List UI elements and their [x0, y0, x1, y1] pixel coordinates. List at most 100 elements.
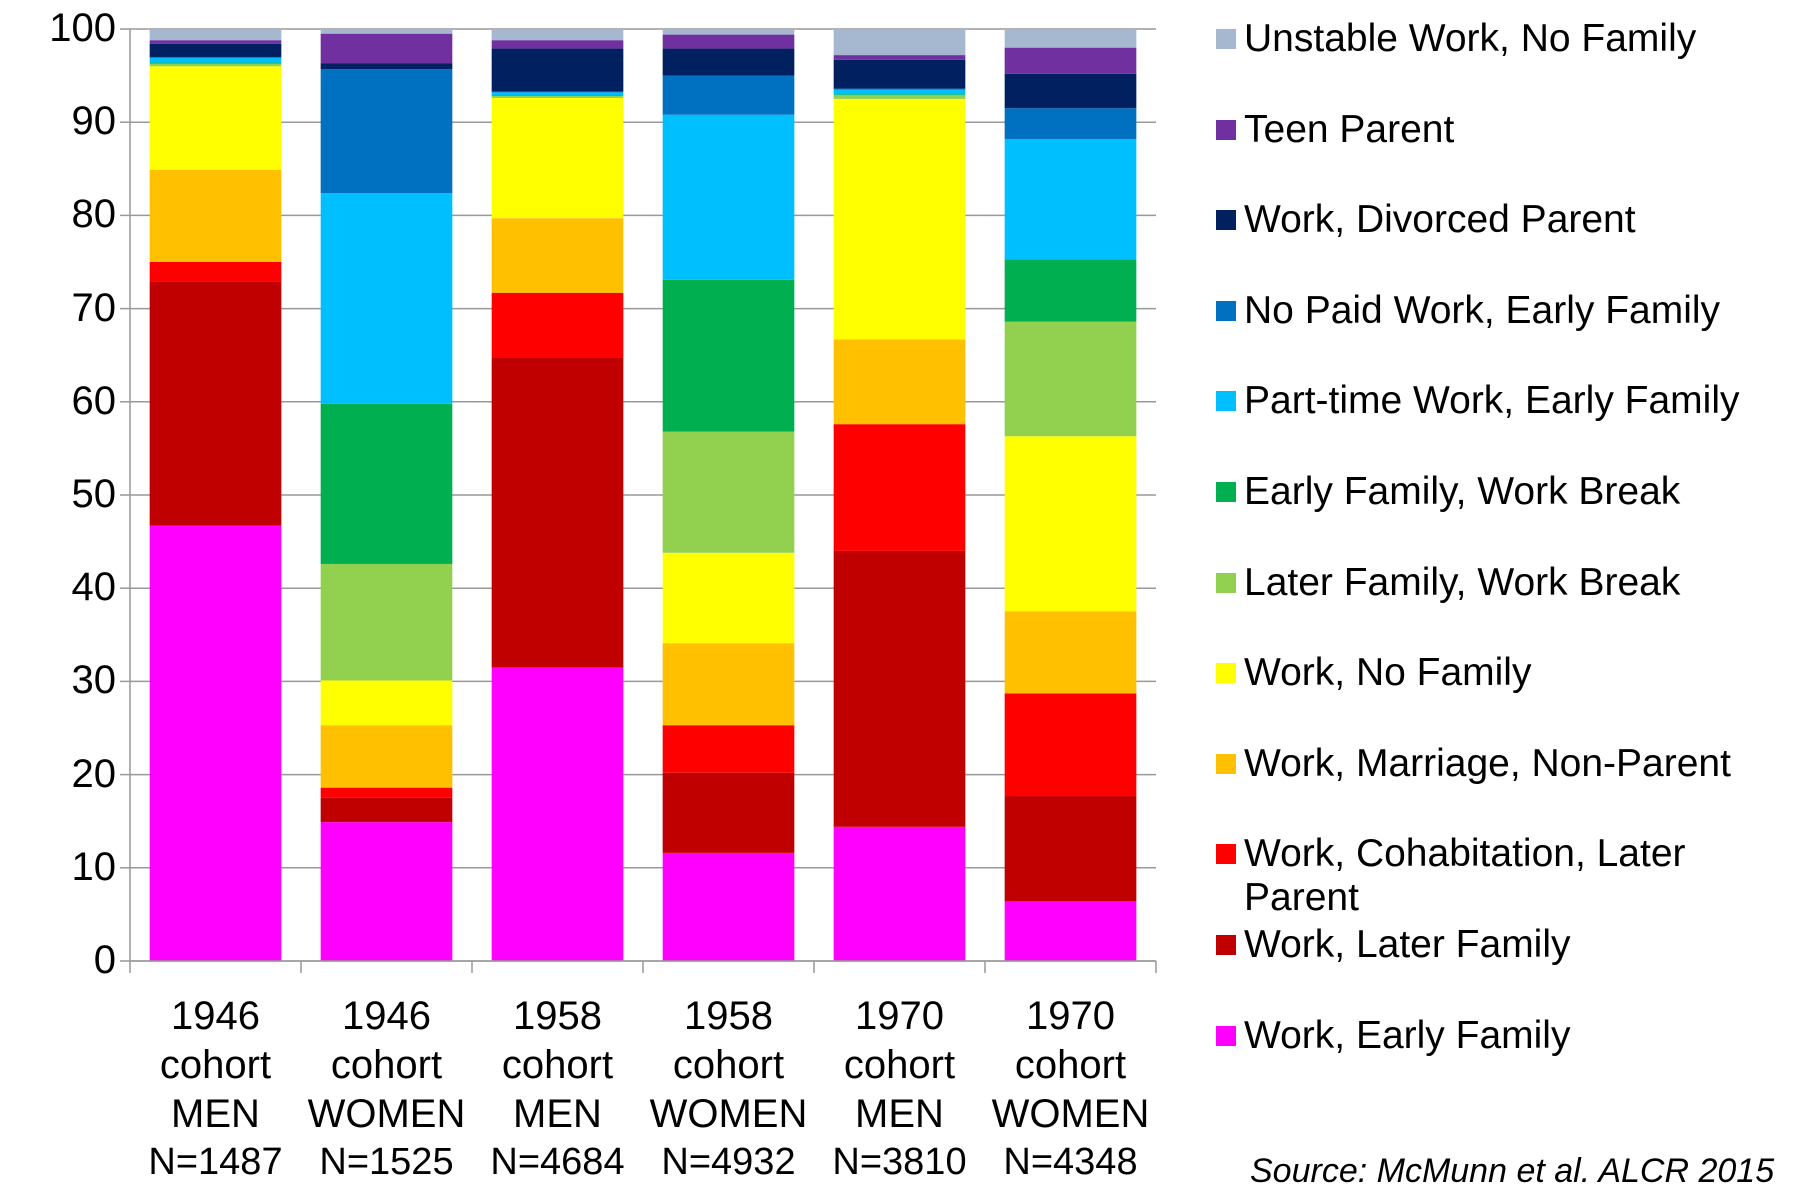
- bar-segment: [320, 680, 453, 726]
- legend-item: Teen Parent: [1216, 108, 1774, 152]
- sample-size: N=1487: [148, 1141, 283, 1183]
- y-tick-label: 70: [71, 285, 117, 330]
- bar-segment: [662, 552, 795, 644]
- legend-item: Work, Early Family: [1216, 1014, 1774, 1058]
- bar-segment: [320, 69, 453, 194]
- y-tick-label: 60: [71, 378, 117, 423]
- bar-segment: [320, 403, 453, 564]
- bar-segment: [1004, 73, 1137, 109]
- sample-size: N=3810: [832, 1141, 967, 1183]
- x-tick-label: 1958 cohort WOMEN: [649, 994, 808, 1136]
- legend-label: Part-time Work, Early Family: [1244, 379, 1740, 423]
- legend-swatch: [1216, 572, 1236, 593]
- legend-item: Work, Marriage, Non-Parent: [1216, 742, 1774, 786]
- bar-segment: [149, 525, 282, 961]
- legend-swatch: [1216, 753, 1236, 774]
- bar-segment: [491, 218, 624, 293]
- legend-item: Part-time Work, Early Family: [1216, 379, 1774, 423]
- legend-label: Later Family, Work Break: [1244, 560, 1681, 604]
- legend-item: No Paid Work, Early Family: [1216, 289, 1774, 333]
- bar-segment: [662, 431, 795, 553]
- y-tick-label: 10: [71, 844, 117, 889]
- bar-segment: [833, 94, 966, 96]
- x-tick-label: 1970 cohort MEN: [843, 994, 956, 1136]
- y-tick-label: 80: [71, 192, 117, 237]
- bar-segment: [320, 822, 453, 961]
- sample-size: N=4348: [1003, 1141, 1138, 1183]
- y-tick-label: 30: [71, 658, 117, 703]
- bar-segment: [491, 97, 624, 219]
- bar-segment: [833, 826, 966, 961]
- legend-label: Work, Early Family: [1244, 1013, 1571, 1057]
- bar-segment: [833, 339, 966, 425]
- bar-segment: [149, 43, 282, 57]
- bar-segment: [491, 29, 624, 41]
- y-tick-label: 100: [49, 6, 116, 50]
- bar-segment: [662, 279, 795, 432]
- y-tick-label: 90: [71, 99, 117, 144]
- bar-segment: [149, 66, 282, 170]
- legend-swatch: [1216, 391, 1236, 412]
- legend-label: Teen Parent: [1244, 107, 1455, 151]
- y-tick-label: 0: [93, 938, 116, 982]
- bar-segment: [833, 55, 966, 60]
- legend-label: Work, Cohabitation, Later Parent: [1244, 832, 1686, 920]
- bar-segment: [320, 797, 453, 823]
- bar-segment: [491, 292, 624, 358]
- legend-swatch: [1216, 844, 1236, 865]
- y-tick-label: 50: [71, 472, 117, 516]
- legend-label: Work, Marriage, Non-Parent: [1244, 741, 1731, 785]
- sample-size: N=4932: [661, 1141, 796, 1183]
- bar-segment: [833, 98, 966, 340]
- bar-segment: [491, 96, 624, 98]
- bar-segment: [1004, 259, 1137, 322]
- bar-segment: [833, 89, 966, 95]
- bar-segment: [662, 725, 795, 773]
- y-tick-label: 40: [71, 565, 117, 610]
- bar-segment: [1004, 796, 1137, 902]
- bar-segment: [149, 29, 282, 41]
- x-tick-label: 1946 cohort WOMEN: [307, 994, 466, 1136]
- legend-label: No Paid Work, Early Family: [1244, 288, 1721, 332]
- bar-segment: [1004, 901, 1137, 961]
- y-tick-label: 20: [71, 751, 117, 796]
- bar-segment: [320, 193, 453, 404]
- bar-segment: [491, 357, 624, 668]
- bar-segment: [1004, 47, 1137, 74]
- bar-segment: [491, 48, 624, 92]
- bar-segment: [662, 772, 795, 853]
- bar-segment: [833, 424, 966, 551]
- bar-segment: [662, 114, 795, 280]
- bar-segment: [149, 169, 282, 262]
- bar-segment: [320, 33, 453, 64]
- legend-label: Unstable Work, No Family: [1244, 17, 1697, 60]
- bar-segment: [149, 57, 282, 63]
- legend-label: Work, Later Family: [1244, 923, 1571, 966]
- legend-label: Work, No Family: [1244, 651, 1532, 695]
- bar-segment: [833, 95, 966, 99]
- bar-segment: [491, 95, 624, 97]
- legend-item: Work, Later Family: [1216, 923, 1774, 967]
- bar-segment: [149, 56, 282, 58]
- bar-segment: [320, 29, 453, 34]
- bar-segment: [491, 92, 624, 96]
- bar-segment: [662, 29, 795, 35]
- legend-swatch: [1216, 935, 1236, 955]
- bar-segment: [320, 725, 453, 788]
- legend-item: Early Family, Work Break: [1216, 470, 1774, 514]
- legend-swatch: [1216, 29, 1236, 49]
- bar-segment: [833, 29, 966, 56]
- bar-segment: [320, 787, 453, 798]
- source-note: Source: McMunn et al. ALCR 2015: [1250, 1152, 1775, 1190]
- sample-size: N=4684: [490, 1141, 625, 1183]
- x-tick-label: 1958 cohort MEN: [501, 994, 614, 1136]
- legend-swatch: [1216, 300, 1236, 321]
- legend-item: Unstable Work, No Family: [1216, 17, 1774, 61]
- bar-segment: [662, 643, 795, 726]
- bar-segment: [491, 40, 624, 49]
- legend-label: Early Family, Work Break: [1244, 470, 1681, 513]
- bar-segment: [149, 40, 282, 44]
- legend-swatch: [1216, 210, 1236, 231]
